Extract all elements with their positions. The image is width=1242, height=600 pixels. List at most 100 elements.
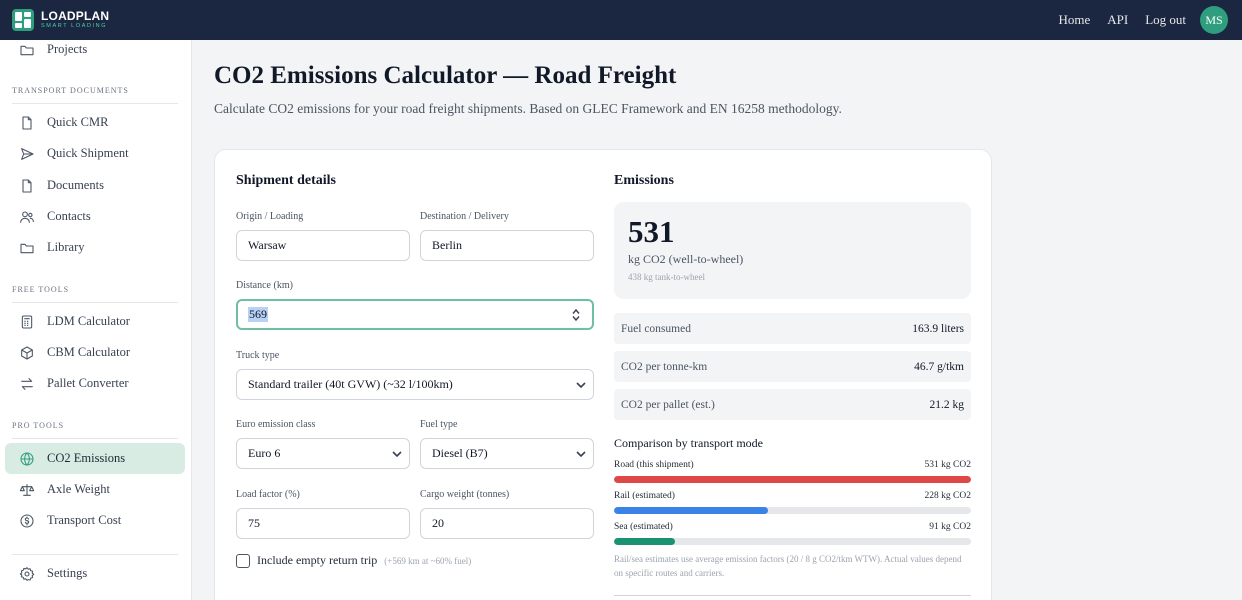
metric-value: 21.2 kg [929, 398, 965, 411]
sidebar-item-label: CO2 Emissions [47, 451, 126, 465]
mode-value: 91 kg CO2 [929, 522, 971, 532]
section-divider [12, 438, 178, 439]
results-title: Emissions [614, 173, 674, 188]
destination-input[interactable]: Berlin [420, 230, 594, 261]
section-divider [12, 554, 178, 555]
origin-label: Origin / Loading [236, 211, 304, 222]
euro-class-value: Euro 6 [248, 446, 281, 460]
page-subtitle: Calculate CO2 emissions for your road fr… [214, 101, 842, 116]
truck-type-value: Standard trailer (40t GVW) (~32 l/100km) [248, 377, 453, 391]
sidebar-item-label: Axle Weight [47, 482, 110, 496]
stepper-icon[interactable] [572, 308, 580, 322]
calculator-card: Shipment details Origin / Loading Warsaw… [214, 149, 992, 600]
mode-value: 531 kg CO2 [924, 460, 971, 470]
folder-icon [20, 45, 34, 55]
mode-row-rail: Rail (estimated) 228 kg CO2 [614, 491, 971, 501]
sidebar-item-settings[interactable]: Settings [5, 558, 185, 589]
mode-row-road: Road (this shipment) 531 kg CO2 [614, 460, 971, 470]
section-title-pro-tools: PRO TOOLS [12, 421, 65, 430]
section-title-transport-documents: TRANSPORT DOCUMENTS [12, 86, 129, 95]
scale-icon [19, 483, 35, 496]
form-title: Shipment details [236, 173, 336, 188]
mode-row-sea: Sea (estimated) 91 kg CO2 [614, 522, 971, 532]
sidebar-item-label: Pallet Converter [47, 376, 129, 390]
sidebar-item-label: Documents [47, 178, 104, 192]
metric-label: CO2 per pallet (est.) [621, 398, 715, 411]
send-icon [21, 147, 34, 160]
document-icon [22, 115, 32, 130]
sidebar-item-ldm-calculator[interactable]: LDM Calculator [5, 306, 185, 337]
distance-label: Distance (km) [236, 280, 293, 291]
metric-row: CO2 per pallet (est.) 21.2 kg [614, 389, 971, 420]
page-title: CO2 Emissions Calculator — Road Freight [214, 62, 677, 89]
empty-return-checkbox[interactable] [236, 553, 250, 568]
sidebar-item-quick-shipment[interactable]: Quick Shipment [5, 138, 185, 169]
sidebar-item-pallet-converter[interactable]: Pallet Converter [5, 368, 185, 399]
fuel-type-select[interactable]: Diesel (B7) [420, 438, 594, 469]
sidebar-item-cbm-calculator[interactable]: CBM Calculator [5, 337, 185, 368]
calculator-icon [21, 314, 33, 329]
sidebar-item-label: Projects [47, 42, 88, 56]
users-icon [20, 210, 34, 223]
sidebar-item-documents[interactable]: Documents [5, 170, 185, 201]
sidebar-item-transport-cost[interactable]: Transport Cost [5, 505, 185, 536]
arrows-swap-icon [21, 377, 33, 390]
logo[interactable]: LOADPLAN SMART LOADING [12, 9, 109, 31]
distance-input[interactable]: 569 [236, 299, 594, 330]
mode-bar-track [614, 476, 971, 483]
sidebar-item-label: Quick CMR [47, 115, 109, 129]
comparison-note: Rail/sea estimates use average emission … [614, 554, 962, 578]
load-factor-value: 75 [248, 516, 260, 530]
sidebar-item-quick-cmr[interactable]: Quick CMR [5, 107, 185, 138]
total-emissions-box: 531 kg CO2 (well-to-wheel) 438 kg tank-t… [614, 202, 971, 299]
euro-class-select[interactable]: Euro 6 [236, 438, 410, 469]
mode-bar-track [614, 538, 971, 545]
sidebar-item-axle-weight[interactable]: Axle Weight [5, 474, 185, 505]
empty-return-label[interactable]: Include empty return trip [257, 553, 378, 567]
cargo-weight-label: Cargo weight (tonnes) [420, 489, 510, 500]
origin-input[interactable]: Warsaw [236, 230, 410, 261]
folder-icon [20, 243, 34, 253]
globe-icon [20, 451, 34, 466]
cargo-weight-input[interactable]: 20 [420, 508, 594, 539]
section-divider [12, 103, 178, 104]
total-emissions-unit: kg CO2 (well-to-wheel) [628, 252, 744, 266]
fuel-type-label: Fuel type [420, 419, 458, 430]
section-title-free-tools: FREE TOOLS [12, 285, 70, 294]
nav-api-link[interactable]: API [1107, 12, 1129, 27]
sidebar-item-label: Library [47, 240, 85, 254]
mode-bar-track [614, 507, 971, 514]
sidebar-item-contacts[interactable]: Contacts [5, 201, 185, 232]
destination-value: Berlin [432, 238, 462, 252]
total-emissions-value: 531 [628, 214, 675, 249]
sidebar-item-label: LDM Calculator [47, 314, 130, 328]
mode-label: Road (this shipment) [614, 460, 694, 470]
chevron-down-icon [392, 451, 402, 458]
sidebar-item-label: Quick Shipment [47, 146, 129, 160]
truck-type-label: Truck type [236, 350, 280, 361]
sidebar-item-label: Settings [47, 566, 88, 580]
euro-class-label: Euro emission class [236, 419, 316, 430]
app-name: LOADPLAN [41, 9, 110, 24]
avatar[interactable]: MS [1200, 6, 1228, 34]
sidebar-item-co2-emissions[interactable]: CO2 Emissions [5, 443, 185, 474]
logo-icon [12, 9, 34, 31]
empty-return-hint: (+569 km at ~60% fuel) [384, 555, 472, 566]
sidebar-item-label: Transport Cost [47, 513, 122, 527]
fuel-type-value: Diesel (B7) [432, 446, 488, 460]
sidebar-item-library[interactable]: Library [5, 232, 185, 263]
sidebar-item-label: Contacts [47, 209, 91, 223]
load-factor-input[interactable]: 75 [236, 508, 410, 539]
mode-label: Sea (estimated) [614, 522, 673, 532]
gear-icon [19, 566, 35, 581]
mode-bar-fill-sea [614, 538, 675, 545]
metric-label: Fuel consumed [621, 322, 691, 335]
truck-type-select[interactable]: Standard trailer (40t GVW) (~32 l/100km) [236, 369, 594, 400]
metric-row: Fuel consumed 163.9 liters [614, 313, 971, 344]
sidebar-item-projects[interactable]: Projects [5, 34, 185, 65]
load-factor-label: Load factor (%) [236, 489, 300, 500]
metric-value: 163.9 liters [912, 322, 964, 335]
cargo-weight-value: 20 [432, 516, 444, 530]
nav-logout-link[interactable]: Log out [1145, 12, 1186, 27]
nav-home-link[interactable]: Home [1058, 12, 1091, 27]
